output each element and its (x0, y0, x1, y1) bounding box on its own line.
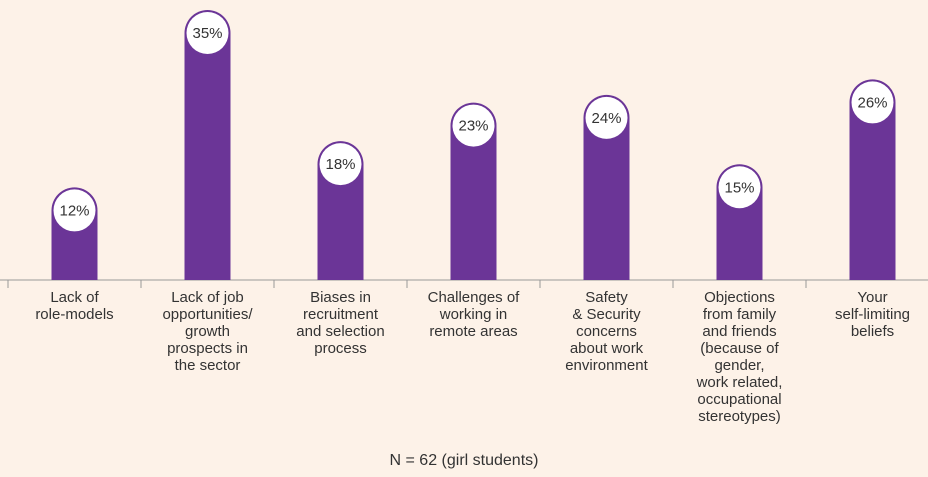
value-badge (319, 143, 362, 186)
value-label: 26% (857, 94, 887, 111)
value-label: 35% (192, 25, 222, 42)
value-badge (585, 96, 628, 139)
value-label: 18% (325, 156, 355, 173)
bar (849, 79, 896, 280)
bar (583, 94, 630, 280)
x-tick-label: Lack of role-models (35, 289, 114, 323)
value-badge (452, 104, 495, 147)
x-tick-label: Safety & Security concerns about work en… (565, 289, 648, 374)
x-tick-label: Objections from family and friends (beca… (696, 289, 783, 425)
value-badge (718, 166, 761, 209)
x-tick-label: Biases in recruitment and selection proc… (296, 289, 385, 357)
value-label: 12% (59, 202, 89, 219)
bar (184, 10, 231, 280)
sample-note: N = 62 (girl students) (389, 452, 539, 469)
value-badge (851, 81, 894, 124)
value-label: 15% (724, 179, 754, 196)
x-tick-label: Lack of job opportunities/ growth prospe… (162, 289, 253, 374)
value-badge (53, 189, 96, 232)
value-badge (186, 12, 229, 54)
value-label: 23% (458, 118, 488, 135)
x-tick-label: Your self-limiting beliefs (834, 289, 910, 340)
value-label: 24% (591, 110, 621, 127)
x-tick-label: Challenges of working in remote areas (427, 289, 520, 340)
bar (450, 102, 497, 280)
